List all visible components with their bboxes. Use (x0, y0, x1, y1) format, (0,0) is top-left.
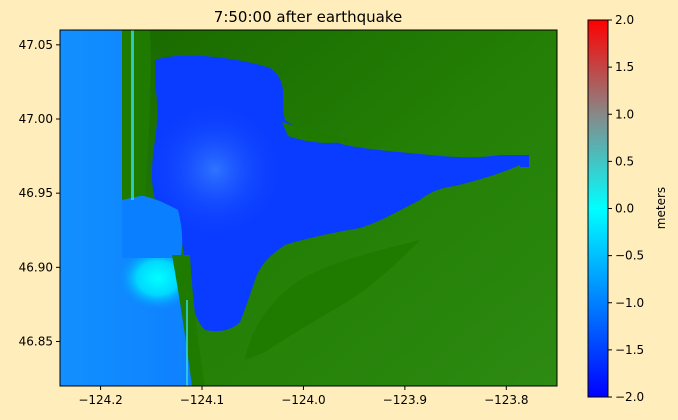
south-beach (172, 255, 205, 386)
shoreline-south (186, 300, 188, 386)
colorbar-tick-label: −1.0 (615, 296, 644, 310)
colorbar-tick-label: 2.0 (615, 13, 634, 27)
y-axis: 46.85 46.90 46.95 47.00 47.05 (19, 38, 60, 349)
y-tick-label: 47.05 (19, 38, 53, 52)
colorbar-tick-label: −0.5 (615, 249, 644, 263)
plot-area (60, 30, 557, 386)
x-tick-label: −124.0 (281, 393, 325, 407)
y-tick-label: 46.85 (19, 335, 53, 349)
y-tick-label: 46.90 (19, 260, 53, 274)
land-spit-south (245, 240, 420, 360)
x-tick-label: −123.8 (484, 393, 528, 407)
x-axis: −124.2 −124.1 −124.0 −123.9 −123.8 (78, 386, 528, 407)
shoreline-cyan (131, 30, 134, 200)
colorbar-tick-label: −2.0 (615, 390, 644, 404)
colorbar-tick-label: 1.0 (615, 107, 634, 121)
chart-title: 7:50:00 after earthquake (214, 8, 402, 26)
x-tick-label: −124.1 (180, 393, 224, 407)
land-island (282, 122, 352, 143)
colorbar-tick-label: 0.5 (615, 154, 634, 168)
colorbar-tick-label: −1.5 (615, 343, 644, 357)
y-tick-label: 46.95 (19, 186, 53, 200)
y-tick-label: 47.00 (19, 112, 53, 126)
x-tick-label: −124.2 (78, 393, 122, 407)
east-inlet (520, 155, 529, 167)
harbor-channel (122, 194, 183, 258)
bay-shallow (145, 100, 285, 240)
north-beach (122, 30, 151, 200)
colorbar (587, 19, 609, 398)
plot-frame (59, 29, 558, 387)
x-tick-label: −123.9 (383, 393, 427, 407)
colorbar-tick-label: 0.0 (615, 202, 634, 216)
colorbar-axis: 2.0 1.5 1.0 0.5 0.0 −0.5 −1.0 −1.5 −2.0 (608, 13, 644, 404)
colorbar-label: meters (654, 187, 668, 229)
colorbar-tick-label: 1.5 (615, 60, 634, 74)
